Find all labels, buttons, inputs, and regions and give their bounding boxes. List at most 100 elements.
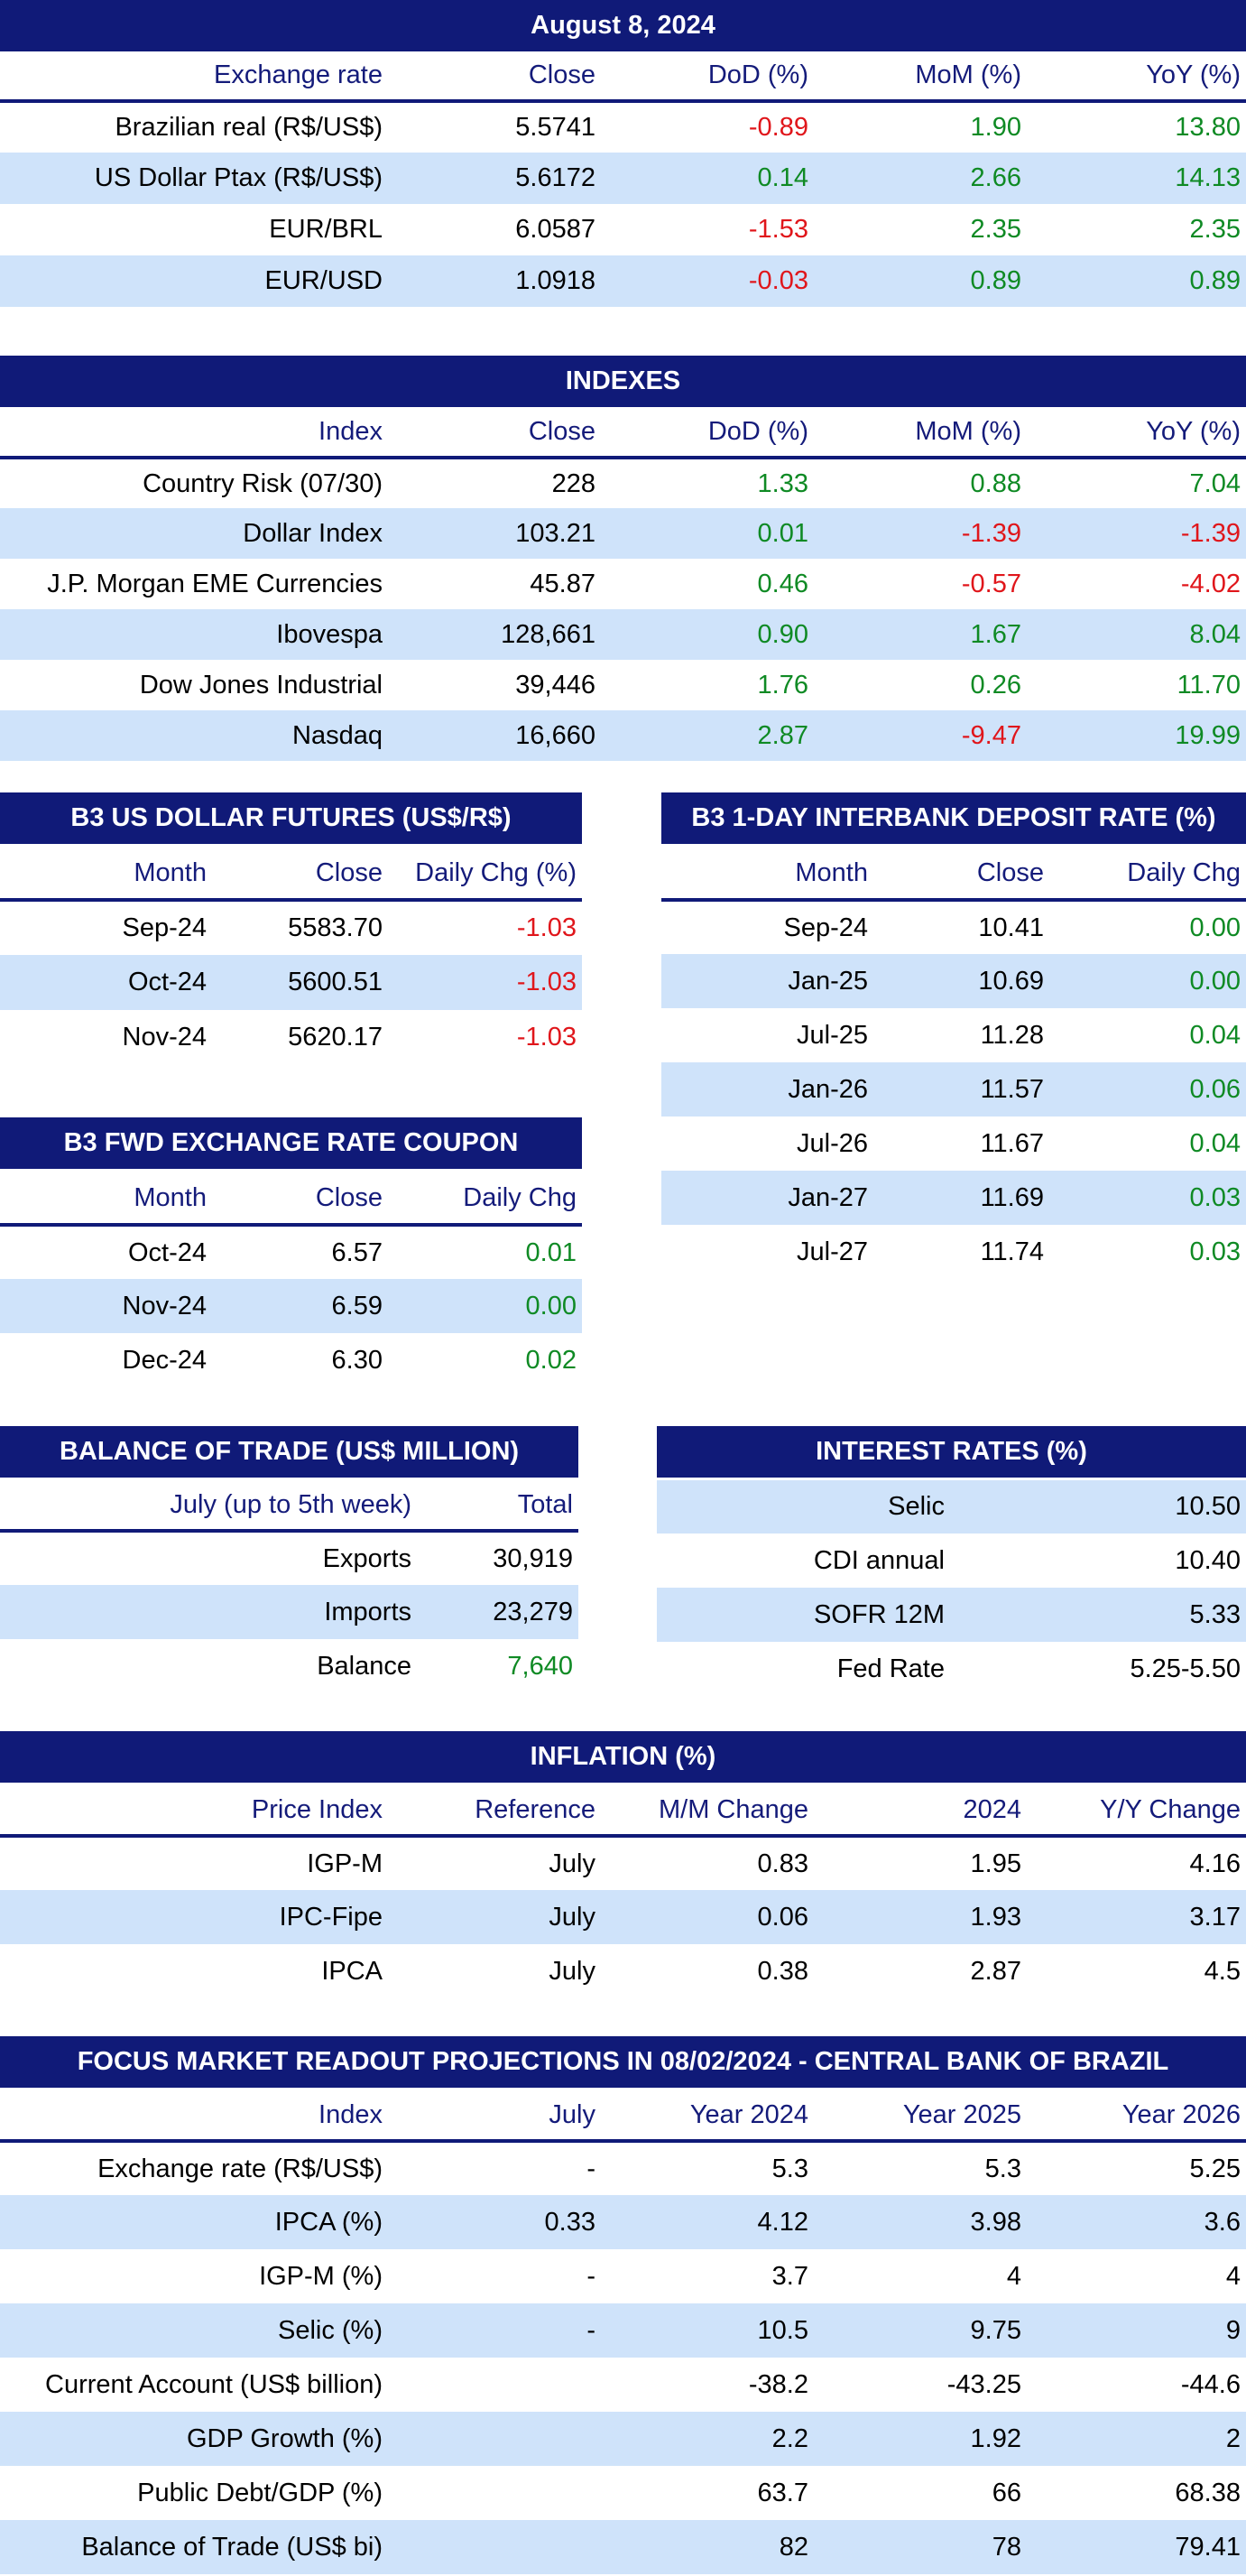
table-row: Ibovespa 128,661 0.90 1.67 8.04 bbox=[0, 609, 1246, 660]
y2026-value: 4 bbox=[1225, 2261, 1241, 2291]
col-header: Month bbox=[134, 1182, 207, 1212]
col-header: July bbox=[549, 2099, 595, 2129]
exchange-table: Exchange rate Close DoD (%) MoM (%) YoY … bbox=[0, 51, 1246, 307]
col-header: MoM (%) bbox=[915, 416, 1021, 446]
y2024-value: 10.5 bbox=[757, 2315, 808, 2345]
mm-value: 0.06 bbox=[757, 1902, 808, 1932]
focus-title: FOCUS MARKET READOUT PROJECTIONS IN 08/0… bbox=[0, 2036, 1246, 2088]
table-row: Dollar Index 103.21 0.01 -1.39 -1.39 bbox=[0, 508, 1246, 559]
table-row: Country Risk (07/30) 228 1.33 0.88 7.04 bbox=[0, 458, 1246, 508]
close-value: 6.59 bbox=[331, 1291, 383, 1320]
col-header: Price Index bbox=[251, 1794, 383, 1824]
indexes-table: Index Close DoD (%) MoM (%) YoY (%) Coun… bbox=[0, 407, 1246, 761]
y2024-value: 2.87 bbox=[970, 1956, 1021, 1986]
row-label: Current Account (US$ billion) bbox=[45, 2369, 383, 2399]
row-label: Jul-27 bbox=[797, 1237, 868, 1266]
row-label: Jan-26 bbox=[788, 1074, 868, 1104]
mom-value: 1.90 bbox=[970, 113, 1021, 142]
close-value: 5583.70 bbox=[288, 913, 383, 942]
table-row: Brazilian real (R$/US$) 5.5741 -0.89 1.9… bbox=[0, 101, 1246, 153]
mom-value: 1.67 bbox=[970, 619, 1021, 649]
exchange-title: August 8, 2024 bbox=[0, 0, 1246, 51]
futures-table: Month Close Daily Chg (%) Sep-24 5583.70… bbox=[0, 848, 582, 1065]
july-value bbox=[388, 2520, 601, 2574]
y2024-value: 63.7 bbox=[757, 2478, 808, 2507]
close-value: 10.69 bbox=[978, 966, 1044, 996]
mom-value: -9.47 bbox=[961, 720, 1021, 750]
mom-value: -1.39 bbox=[961, 518, 1021, 548]
close-value: 11.74 bbox=[980, 1237, 1044, 1266]
row-label: Ibovespa bbox=[276, 619, 383, 649]
row-label: Nasdaq bbox=[292, 720, 383, 750]
table-row: Nov-24 6.59 0.00 bbox=[0, 1279, 582, 1333]
table-row: CDI annual 10.40 bbox=[657, 1534, 1246, 1588]
total-value: 30,919 bbox=[493, 1543, 573, 1573]
table-row: Jul-25 11.28 0.04 bbox=[661, 1008, 1246, 1062]
col-header: M/M Change bbox=[658, 1794, 808, 1824]
chg-value: -1.03 bbox=[516, 968, 577, 996]
reference-value: July bbox=[549, 1956, 595, 1986]
table-row: Selic 10.50 bbox=[657, 1480, 1246, 1534]
col-header: Daily Chg (%) bbox=[415, 857, 577, 887]
row-label: IPCA bbox=[321, 1956, 383, 1986]
y2025-value: 9.75 bbox=[970, 2315, 1021, 2345]
y2025-value: 5.3 bbox=[984, 2154, 1021, 2183]
july-value: - bbox=[586, 2315, 595, 2345]
table-row: Jul-27 11.74 0.03 bbox=[661, 1225, 1246, 1279]
indexes-title: INDEXES bbox=[0, 356, 1246, 407]
mom-value: 2.66 bbox=[970, 163, 1021, 192]
trade-table: July (up to 5th week) Total Exports 30,9… bbox=[0, 1480, 578, 1693]
row-label: Sep-24 bbox=[122, 913, 207, 942]
row-label: Nov-24 bbox=[122, 1291, 208, 1320]
yoy-value: 2.35 bbox=[1189, 215, 1241, 244]
row-label: SOFR 12M bbox=[813, 1599, 945, 1629]
rates-title: INTEREST RATES (%) bbox=[657, 1426, 1246, 1478]
july-value bbox=[388, 2358, 601, 2412]
total-value: 23,279 bbox=[493, 1597, 573, 1626]
july-value bbox=[388, 2466, 601, 2520]
yy-value: 4.5 bbox=[1204, 1956, 1241, 1986]
row-label: Jan-25 bbox=[788, 966, 868, 996]
chg-value: 0.00 bbox=[1189, 966, 1241, 996]
col-header: Year 2024 bbox=[689, 2099, 808, 2129]
focus-table: Index July Year 2024 Year 2025 Year 2026… bbox=[0, 2090, 1246, 2574]
chg-value: -1.03 bbox=[516, 1023, 577, 1052]
chg-value: 0.01 bbox=[525, 1237, 577, 1267]
col-header: Index bbox=[318, 2099, 383, 2129]
mom-value: -0.57 bbox=[961, 569, 1021, 598]
table-row: IPC-Fipe July 0.06 1.93 3.17 bbox=[0, 1890, 1246, 1944]
row-label: Dollar Index bbox=[243, 518, 383, 548]
indexes-header-row: Index Close DoD (%) MoM (%) YoY (%) bbox=[0, 407, 1246, 458]
mm-value: 0.38 bbox=[757, 1956, 808, 1986]
col-header: Daily Chg bbox=[463, 1182, 577, 1212]
table-row: Jan-27 11.69 0.03 bbox=[661, 1171, 1246, 1225]
row-label: IPC-Fipe bbox=[279, 1902, 383, 1932]
col-header: Close bbox=[528, 60, 595, 89]
table-row: Balance of Trade (US$ bi) 82 78 79.41 bbox=[0, 2520, 1246, 2574]
y2024-value: 82 bbox=[779, 2532, 808, 2562]
col-header: Reference bbox=[475, 1794, 595, 1824]
coupon-header-row: Month Close Daily Chg bbox=[0, 1172, 582, 1225]
col-header: Total bbox=[517, 1489, 573, 1519]
table-row: Nasdaq 16,660 2.87 -9.47 19.99 bbox=[0, 710, 1246, 761]
row-label: Nov-24 bbox=[122, 1023, 208, 1052]
close-value: 5620.17 bbox=[288, 1023, 383, 1052]
y2024-value: 5.3 bbox=[771, 2154, 808, 2183]
chg-value: 0.03 bbox=[1189, 1237, 1241, 1266]
yoy-value: 11.70 bbox=[1177, 670, 1241, 700]
table-row: Balance 7,640 bbox=[0, 1639, 578, 1693]
coupon-table: Month Close Daily Chg Oct-24 6.57 0.01 N… bbox=[0, 1172, 582, 1387]
chg-value: -1.03 bbox=[516, 913, 577, 942]
interbank-table: Month Close Daily Chg Sep-24 10.41 0.00 … bbox=[661, 848, 1246, 1279]
table-row: Oct-24 5600.51 -1.03 bbox=[0, 955, 582, 1010]
close-value: 6.0587 bbox=[515, 215, 595, 244]
y2024-value: 3.7 bbox=[771, 2261, 808, 2291]
table-row: IGP-M (%) - 3.7 4 4 bbox=[0, 2249, 1246, 2303]
yoy-value: 14.13 bbox=[1175, 163, 1241, 192]
dod-value: 0.46 bbox=[757, 569, 808, 598]
row-label: Brazilian real (R$/US$) bbox=[115, 113, 383, 142]
y2024-value: -38.2 bbox=[748, 2369, 808, 2399]
y2026-value: 3.6 bbox=[1204, 2207, 1241, 2237]
row-label: Dec-24 bbox=[122, 1345, 208, 1375]
row-label: Jan-27 bbox=[788, 1182, 868, 1212]
